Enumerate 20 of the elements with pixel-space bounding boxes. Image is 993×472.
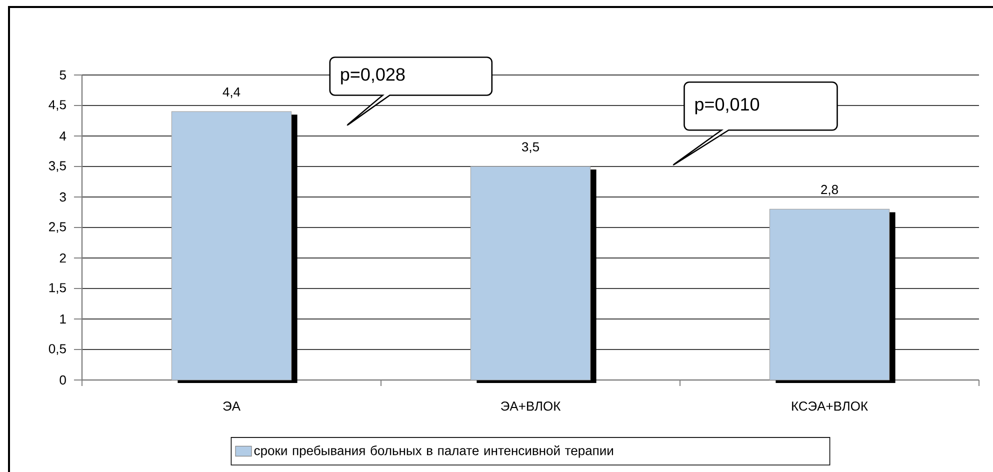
y-tick-label: 1 <box>60 314 66 324</box>
y-tick-label: 4,5 <box>48 100 66 111</box>
data-label: 3,5 <box>522 142 539 153</box>
data-label: 2,8 <box>821 184 838 196</box>
x-tick-label: КСЭА+ВЛОК <box>792 402 868 411</box>
data-label: 4,4 <box>222 87 240 98</box>
y-tick-label: 3,5 <box>48 161 66 172</box>
legend-label: сроки пребывания больных в палате интенсивной терапии <box>254 445 614 458</box>
y-tick-label: 0 <box>60 375 66 385</box>
y-tick-label: 0,5 <box>48 344 66 355</box>
y-tick-label: 2,5 <box>49 222 66 233</box>
x-tick-label: ЭА <box>223 402 240 411</box>
y-tick-label: 1,5 <box>49 283 66 294</box>
annotation: p=0,010 <box>695 98 760 114</box>
y-tick-label: 5 <box>60 70 66 80</box>
y-tick-label: 2 <box>60 253 66 263</box>
x-tick-label: ЭА+ВЛОК <box>501 402 561 411</box>
y-tick-label: 4 <box>60 132 66 140</box>
annotation: p=0,028 <box>341 68 405 84</box>
y-tick-label: 3 <box>60 192 66 202</box>
